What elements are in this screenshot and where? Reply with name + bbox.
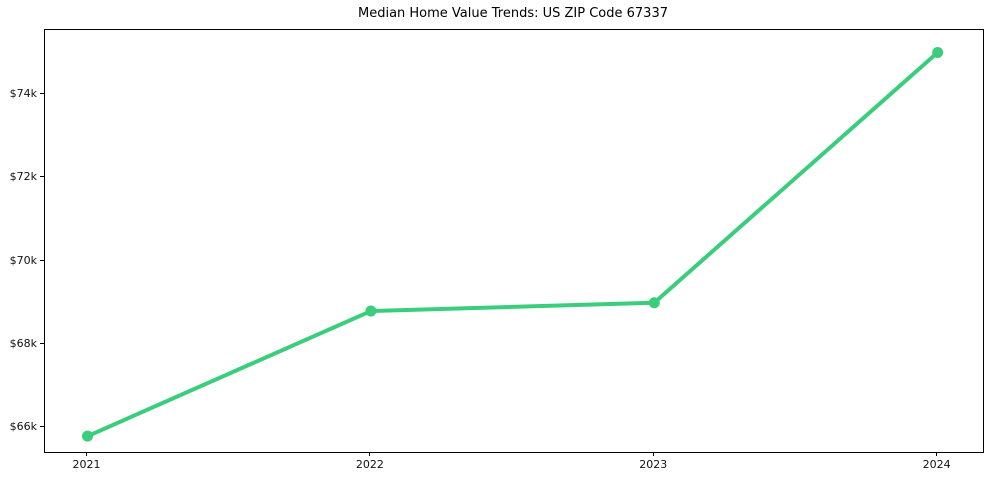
x-tick-label: 2021 <box>72 458 101 471</box>
chart-canvas <box>82 47 944 442</box>
chart-title: Median Home Value Trends: US ZIP Code 67… <box>357 6 668 21</box>
data-point-2023 <box>648 297 660 309</box>
data-point-2021 <box>82 430 94 442</box>
x-tick-label: 2023 <box>639 458 668 471</box>
x-tick-mark <box>86 452 87 456</box>
x-tick-mark <box>652 452 654 456</box>
y-tick-label: $74k <box>9 86 37 100</box>
data-point-2022 <box>365 305 377 317</box>
plot-area <box>44 29 984 453</box>
trend-line <box>85 50 940 439</box>
x-tick-mark <box>369 452 371 456</box>
y-tick-mark <box>40 92 44 94</box>
y-tick-mark <box>40 176 44 178</box>
y-tick-mark <box>40 259 44 261</box>
y-tick-mark <box>40 342 44 344</box>
y-tick-label: $68k <box>9 336 37 350</box>
y-tick-label: $72k <box>9 170 37 184</box>
x-tick-mark <box>936 452 938 456</box>
x-tick-label: 2024 <box>922 458 951 471</box>
y-tick-mark <box>40 426 44 428</box>
y-tick-label: $66k <box>9 420 37 434</box>
y-tick-label: $70k <box>9 253 37 267</box>
data-point-2024 <box>932 47 944 59</box>
x-tick-label: 2022 <box>355 458 384 471</box>
